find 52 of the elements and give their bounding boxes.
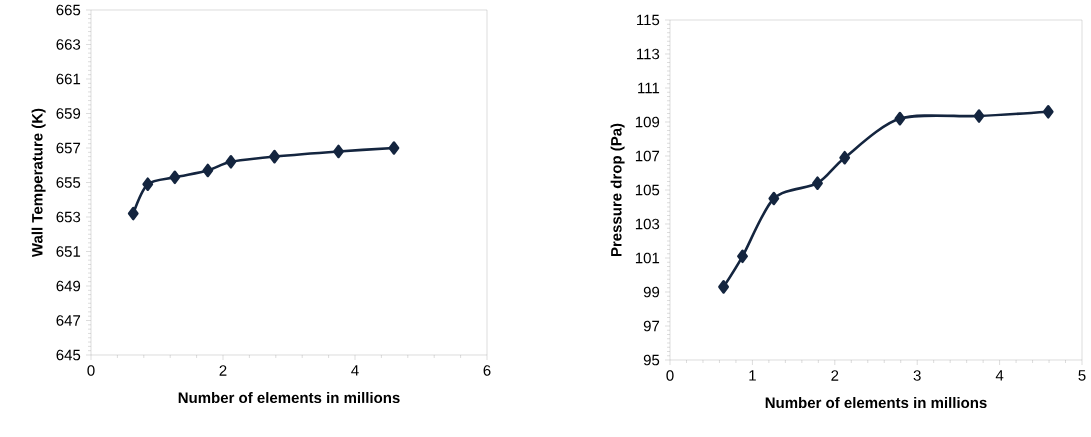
y-tick-label: 649 <box>56 280 81 292</box>
x-tick-label: 3 <box>913 370 921 381</box>
y-tick-label: 109 <box>635 116 660 128</box>
y-tick-label: 113 <box>637 48 660 60</box>
x-tick-label: 0 <box>87 365 95 376</box>
y-tick-label: 97 <box>643 320 660 332</box>
x-tick-label: 4 <box>351 365 359 376</box>
point <box>225 155 237 169</box>
y-axis-title: Wall Temperature (K) <box>31 108 46 258</box>
x-tick-label: 4 <box>995 370 1004 381</box>
point <box>768 191 780 206</box>
y-tick-label: 647 <box>56 315 81 326</box>
y-tick-label: 95 <box>643 354 660 366</box>
point <box>269 149 280 164</box>
y-tick-label: 663 <box>56 39 81 50</box>
x-tick-label: 0 <box>666 370 674 381</box>
y-tick-label: 103 <box>635 218 660 230</box>
x-tick-label: 5 <box>1078 370 1086 381</box>
point <box>718 280 729 294</box>
y-tick-label: 115 <box>637 14 660 26</box>
y-tick-label: 659 <box>56 108 81 119</box>
x-tick-label: 6 <box>483 365 491 376</box>
y-tick-label: 653 <box>56 211 81 223</box>
y-tick-label: 105 <box>635 184 660 196</box>
x-axis-title: Number of elements in millions <box>178 392 400 404</box>
x-axis-title: Number of elements in millions <box>765 397 987 409</box>
point <box>169 170 181 185</box>
y-axis-title: Pressure drop (Pa) <box>610 123 625 257</box>
y-tick-label: 107 <box>635 150 660 162</box>
y-tick-label: 99 <box>643 286 660 298</box>
x-tick-label: 2 <box>831 370 839 381</box>
y-tick-label: 101 <box>635 252 660 264</box>
x-tick-label: 2 <box>219 365 227 376</box>
point <box>202 163 214 178</box>
point <box>812 176 823 190</box>
y-tick-label: 651 <box>56 246 81 257</box>
y-tick-label: 665 <box>56 4 81 16</box>
point <box>894 111 906 126</box>
point <box>388 141 400 155</box>
point <box>973 109 985 123</box>
point <box>127 206 139 221</box>
y-tick-label: 661 <box>56 73 81 85</box>
y-tick-label: 645 <box>56 349 81 361</box>
y-tick-label: 111 <box>638 82 660 94</box>
point <box>142 177 154 192</box>
y-tick-label: 655 <box>56 177 81 188</box>
point <box>1042 105 1054 119</box>
point <box>839 150 851 165</box>
y-tick-label: 657 <box>56 142 81 154</box>
x-tick-label: 1 <box>749 370 756 381</box>
point <box>737 249 748 264</box>
point <box>333 144 344 159</box>
